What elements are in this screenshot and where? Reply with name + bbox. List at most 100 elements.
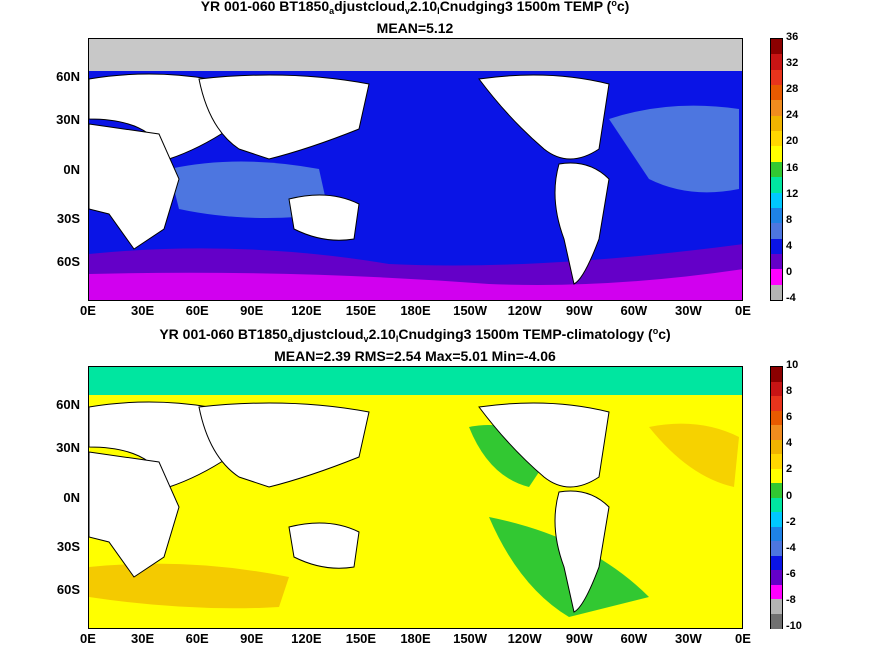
- europe-land: [89, 73, 230, 160]
- top-map-svg: [89, 39, 742, 300]
- x-tick-label: 30E: [131, 303, 155, 318]
- bottom-map-title: YR 001-060 BT1850adjustcloudv2.10lCnudgi…: [0, 326, 830, 344]
- colorbar-label: -4: [786, 541, 796, 554]
- x-tick-label: 0E: [735, 303, 751, 318]
- colorbar-label: 36: [786, 31, 799, 43]
- x-tick-label: 120W: [507, 631, 542, 646]
- colorbar-segment: [771, 54, 782, 71]
- colorbar-segment: [771, 253, 782, 270]
- colorbar-segment: [771, 497, 782, 513]
- colorbar-segment: [771, 192, 782, 209]
- title-superscript: o: [652, 326, 659, 336]
- colorbar-segment: [771, 146, 782, 163]
- colorbar-segment: [771, 396, 782, 411]
- y-tick-label: 60S: [56, 253, 80, 269]
- y-tick-label: 60S: [56, 581, 80, 597]
- southern-orange-region: [89, 563, 289, 609]
- x-tick-label: 120W: [507, 303, 542, 318]
- x-tick-label: 60W: [620, 631, 648, 646]
- arctic-region: [89, 39, 742, 71]
- title-subscript: a: [287, 334, 293, 344]
- colorbar-label: 0: [786, 265, 793, 278]
- x-tick-label: 30E: [131, 631, 155, 646]
- antarctic-band: [89, 269, 742, 300]
- colorbar-label: -4: [786, 292, 796, 304]
- y-tick-label: 30N: [56, 439, 80, 455]
- x-tick-label: 150W: [453, 631, 488, 646]
- colorbar-segment: [771, 468, 782, 484]
- x-tick-label: 90W: [565, 631, 593, 646]
- colorbar-segment: [771, 39, 782, 55]
- x-tick-label: 60E: [185, 631, 209, 646]
- x-tick-label: 30W: [675, 631, 702, 646]
- colorbar-label: 4: [786, 239, 793, 252]
- title-text: YR 001-060 BT1850: [200, 0, 330, 14]
- colorbar-segment: [771, 483, 782, 498]
- colorbar-label: 12: [786, 187, 799, 200]
- y-tick-label: 0N: [63, 489, 80, 505]
- title-text: Cnudging3 1500m TEMP-climatology (: [398, 326, 653, 342]
- top-map-title: YR 001-060 BT1850adjustcloudv2.10lCnudgi…: [0, 0, 830, 16]
- colorbar-segment: [771, 131, 782, 147]
- y-tick-label: 30S: [56, 539, 80, 555]
- australia-land: [288, 194, 360, 241]
- bottom-map-panel: [88, 366, 743, 629]
- colorbar-label: 10: [786, 359, 799, 371]
- bottom-map-stats: MEAN=2.39 RMS=2.54 Max=5.01 Min=-4.06: [274, 348, 556, 364]
- colorbar-segment: [771, 512, 782, 527]
- colorbar-segment: [771, 410, 782, 426]
- colorbar-segment: [771, 284, 782, 301]
- colorbar-segment: [771, 599, 782, 614]
- south-america-land: [554, 490, 610, 613]
- colorbar-label: 6: [786, 411, 793, 424]
- atlantic-orange-region: [649, 423, 739, 487]
- x-tick-label: 180E: [400, 631, 431, 646]
- australia-land: [288, 522, 360, 569]
- colorbar-label: 0: [786, 489, 793, 502]
- colorbar-label: 32: [786, 57, 799, 70]
- x-tick-label: 60E: [185, 303, 209, 318]
- colorbar-segment: [771, 115, 782, 132]
- colorbar-label: 4: [786, 437, 793, 450]
- x-tick-label: 30W: [675, 303, 702, 318]
- title-text: 2.10: [368, 326, 396, 342]
- colorbar-label: 8: [786, 213, 793, 226]
- asia-land: [198, 74, 370, 160]
- colorbar-segment: [771, 69, 782, 86]
- colorbar-label: 24: [786, 109, 799, 122]
- colorbar-segment: [771, 238, 782, 255]
- x-tick-label: 150W: [453, 303, 488, 318]
- x-tick-label: 60W: [620, 303, 648, 318]
- top-colorbar: [770, 38, 783, 301]
- colorbar-label: 28: [786, 83, 799, 96]
- x-tick-label: 90W: [565, 303, 593, 318]
- colorbar-label: 2: [786, 463, 793, 476]
- colorbar-segment: [771, 613, 782, 629]
- title-subscript: v: [363, 334, 369, 344]
- colorbar-segment: [771, 439, 782, 455]
- colorbar-label: -8: [786, 593, 796, 606]
- colorbar-segment: [771, 570, 782, 585]
- colorbar-segment: [771, 367, 782, 382]
- x-tick-label: 120E: [291, 303, 322, 318]
- top-map-panel: [88, 38, 743, 301]
- colorbar-segment: [771, 100, 782, 117]
- asia-land: [198, 402, 370, 488]
- north-america-land: [478, 74, 610, 160]
- x-tick-label: 120E: [291, 631, 322, 646]
- title-text: djustcloud: [292, 326, 364, 342]
- colorbar-segment: [771, 161, 782, 178]
- top-map-stats: MEAN=5.12: [376, 20, 454, 36]
- atlantic-region: [609, 105, 739, 193]
- x-tick-label: 0E: [80, 303, 96, 318]
- x-tick-label: 0E: [80, 631, 96, 646]
- colorbar-segment: [771, 454, 782, 469]
- africa-land: [89, 451, 180, 578]
- colorbar-segment: [771, 85, 782, 101]
- colorbar-segment: [771, 555, 782, 571]
- colorbar-label: 16: [786, 161, 799, 174]
- x-tick-label: 0E: [735, 631, 751, 646]
- arctic-region: [89, 367, 742, 395]
- colorbar-label: 8: [786, 385, 793, 398]
- title-text: djustcloud: [334, 0, 405, 14]
